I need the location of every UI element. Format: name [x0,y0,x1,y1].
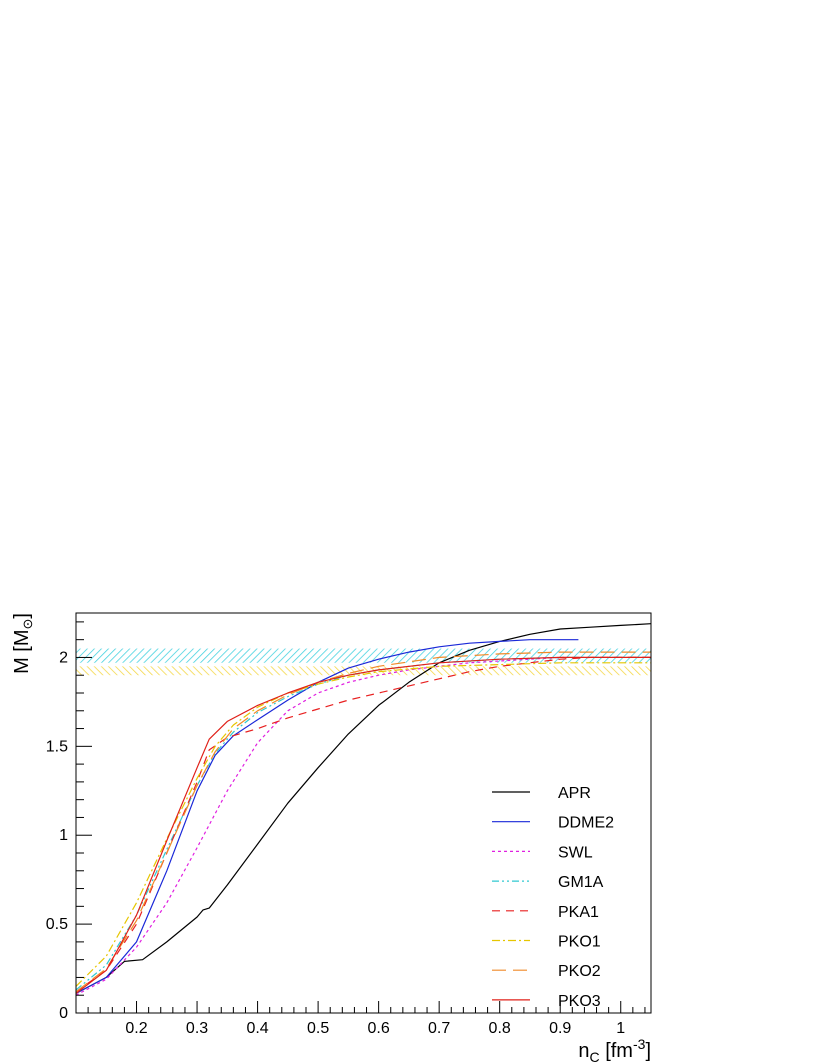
x-tick-label: 0.2 [125,1020,147,1037]
legend: APR DDME2 SWL GM1A PKA1 PKO1 PKO2 PKO3 [492,785,614,1010]
x-tick-label: 1 [616,1020,625,1037]
x-axis-title-sub: C [590,1049,600,1064]
x-axis-title-main: n [578,1040,589,1062]
legend-label-gm1a: GM1A [558,874,604,891]
constraint-band [76,648,651,663]
y-tick-label: 0.5 [46,916,68,933]
x-axis-title-sup: -3 [633,1036,646,1052]
series-line-gm1a [76,656,651,991]
x-tick-label: 0.9 [549,1020,571,1037]
series-line-pko3 [76,656,651,994]
series-line-swl [76,656,561,996]
y-axis-title-sub: ⊙ [20,619,35,630]
y-tick-label: 0 [59,1005,68,1022]
x-tick-label: 0.6 [368,1020,390,1037]
legend-label-swl: SWL [558,844,593,861]
y-tick-label: 1 [59,827,68,844]
x-axis-title-end: ] [645,1040,651,1062]
x-axis-title-rest: [fm [600,1040,633,1062]
y-tick-label: 2 [59,649,68,666]
legend-label-apr: APR [558,785,591,802]
x-tick-label: 0.5 [307,1020,329,1037]
y-axis-title-end: ] [11,613,33,619]
series-line-apr [76,623,651,994]
legend-label-ddme2: DDME2 [558,815,614,832]
x-axis-ticks: 0.2 0.3 0.4 0.5 0.6 0.7 0.8 0.9 1 [75,1001,646,1037]
legend-label-pko2: PKO2 [558,963,601,980]
y-axis-title: M [M⊙] [11,613,35,674]
series-line-pka1 [76,656,651,993]
y-tick-label: 1.5 [46,738,68,755]
plot-frame [75,612,652,1014]
x-tick-label: 0.8 [489,1020,511,1037]
legend-label-pko3: PKO3 [558,993,601,1010]
x-axis-title: nC [fm-3] [578,1036,651,1064]
y-axis-title-main: M [M [11,629,33,673]
x-tick-label: 0.7 [428,1020,450,1037]
series-line-pko2 [76,651,651,993]
legend-label-pko1: PKO1 [558,934,601,951]
x-tick-label: 0.3 [186,1020,208,1037]
legend-label-pka1: PKA1 [558,904,599,921]
x-tick-label: 0.4 [246,1020,268,1037]
y-axis-ticks: 0 0.5 1 1.5 2 [46,621,92,1022]
series-lines [76,623,651,996]
constraint-band [76,666,651,676]
